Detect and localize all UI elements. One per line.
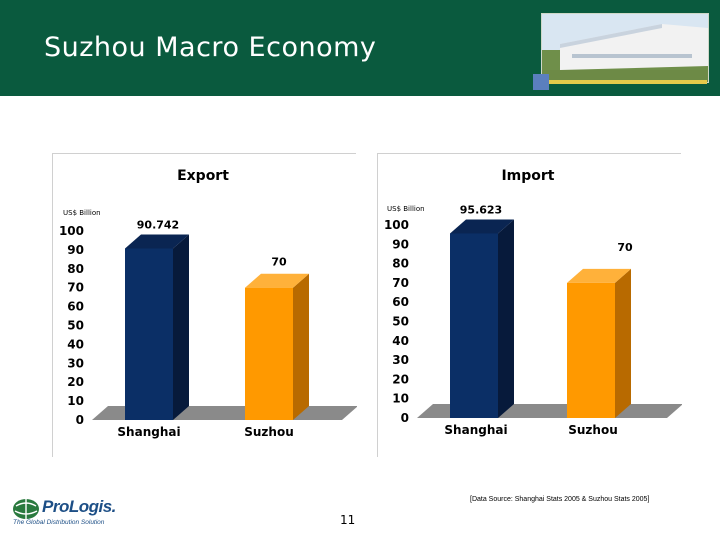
bar (450, 233, 498, 418)
bar-top (450, 219, 514, 234)
accent-bar (549, 80, 707, 84)
data-source-note: [Data Source: Shanghai Stats 2005 & Suzh… (470, 496, 650, 503)
import-chart: Import US$ Billion 0 10 20 30 40 50 60 70 80 90 100 9… (377, 153, 683, 458)
data-label: 90.742 (137, 218, 179, 231)
data-label: 95.623 (460, 203, 502, 216)
bar-side (498, 219, 514, 418)
y-tick-label: 30 (67, 356, 84, 370)
unit-label: US$ Billion (63, 209, 101, 217)
logo-tagline: The Global Distribution Solution (13, 519, 105, 526)
y-tick-label: 40 (392, 334, 409, 348)
y-tick-label: 20 (67, 375, 84, 389)
y-tick-label: 100 (384, 218, 409, 232)
bar (125, 248, 173, 420)
chart-title: Export (177, 168, 229, 184)
x-tick-label: Suzhou (244, 425, 294, 439)
y-tick-label: 100 (59, 224, 84, 238)
accent-square (533, 74, 549, 90)
y-tick-label: 60 (67, 300, 84, 314)
globe-icon (13, 499, 39, 519)
y-tick-label: 20 (392, 372, 409, 386)
y-tick-label: 10 (392, 392, 409, 406)
export-chart-frame (52, 153, 356, 457)
bar-top (245, 273, 309, 288)
y-tick-label: 0 (401, 411, 409, 425)
bar (245, 287, 293, 420)
export-chart: Export US$ Billion 0 10 20 30 40 50 60 70 80 90 100 9… (52, 153, 358, 458)
x-tick-label: Shanghai (444, 423, 507, 437)
logo-wordmark: ProLogis. (42, 497, 116, 516)
x-tick-label: Shanghai (117, 425, 180, 439)
data-label: 70 (271, 256, 287, 269)
y-tick-label: 90 (67, 243, 84, 257)
bar-side (615, 268, 631, 418)
data-label: 70 (617, 241, 633, 254)
y-tick-label: 40 (67, 337, 84, 351)
y-tick-label: 60 (392, 295, 409, 309)
bar-side (173, 234, 189, 420)
import-chart-svg: Import US$ Billion 0 10 20 30 40 50 60 70 80 90 100 9… (384, 168, 683, 437)
bar-top (125, 234, 189, 249)
bar-side (293, 273, 309, 420)
prologis-logo: ProLogis. The Global Distribution Soluti… (12, 497, 132, 531)
chart-title: Import (501, 168, 554, 184)
y-tick-label: 70 (392, 276, 409, 290)
y-tick-label: 70 (67, 281, 84, 295)
slide-title: Suzhou Macro Economy (44, 32, 377, 63)
import-chart-frame (377, 153, 681, 457)
y-tick-label: 90 (392, 237, 409, 251)
page-number: 11 (340, 513, 356, 527)
warehouse-photo (541, 13, 709, 83)
y-tick-label: 30 (392, 353, 409, 367)
y-tick-label: 80 (67, 262, 84, 276)
y-tick-label: 50 (392, 315, 409, 329)
export-chart-svg: Export US$ Billion 0 10 20 30 40 50 60 70 80 90 100 9… (59, 168, 358, 439)
y-tick-label: 10 (67, 394, 84, 408)
unit-label: US$ Billion (387, 205, 425, 213)
x-tick-label: Suzhou (568, 423, 618, 437)
y-tick-label: 50 (67, 319, 84, 333)
bar (567, 282, 615, 418)
y-tick-label: 0 (76, 413, 84, 427)
bar-top (567, 268, 631, 283)
y-tick-label: 80 (392, 257, 409, 271)
